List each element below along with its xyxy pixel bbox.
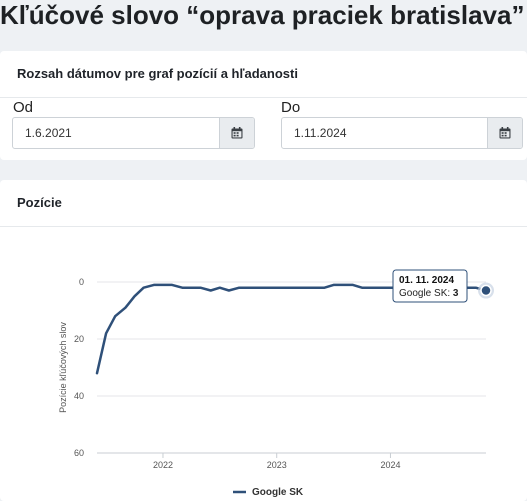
from-label: Od	[13, 99, 34, 116]
y-tick-label: 40	[74, 391, 84, 401]
page-title: Kľúčové slovo “oprava praciek bratislava…	[0, 0, 525, 30]
x-tick-label: 2024	[380, 460, 400, 470]
positions-title: Pozície	[0, 180, 527, 227]
y-tick-label: 60	[74, 448, 84, 458]
tooltip-value: Google SK: 3	[399, 288, 459, 299]
to-date-field[interactable]: 1.11.2024	[281, 117, 523, 149]
tooltip-box	[392, 269, 468, 303]
x-tick-label: 2023	[267, 460, 287, 470]
data-point-marker	[480, 284, 492, 297]
y-tick-label: 20	[74, 334, 84, 344]
to-label: Do	[281, 99, 301, 116]
positions-card: Pozície 0 20 40 60 2022 2023 2024 Pozície kľúčo…	[0, 180, 527, 501]
date-range-title: Rozsah dátumov pre graf pozícií a hľadan…	[0, 51, 527, 98]
from-date-value[interactable]: 1.6.2021	[25, 126, 72, 140]
date-range-card: Rozsah dátumov pre graf pozícií a hľadan…	[0, 51, 527, 160]
to-date-value[interactable]: 1.11.2024	[294, 126, 347, 140]
y-axis-label: Pozície kľúčových slov	[58, 322, 68, 413]
y-tick-label: 0	[79, 277, 84, 287]
calendar-icon[interactable]	[219, 118, 254, 148]
legend-label: Google SK	[252, 487, 304, 498]
from-date-field[interactable]: 1.6.2021	[12, 117, 255, 149]
tooltip-date: 01. 11. 2024	[399, 275, 454, 286]
x-tick-label: 2022	[153, 460, 173, 470]
calendar-icon[interactable]	[487, 118, 522, 148]
positions-chart[interactable]: 0 20 40 60 2022 2023 2024 Pozície kľúčových slo…	[0, 226, 527, 501]
